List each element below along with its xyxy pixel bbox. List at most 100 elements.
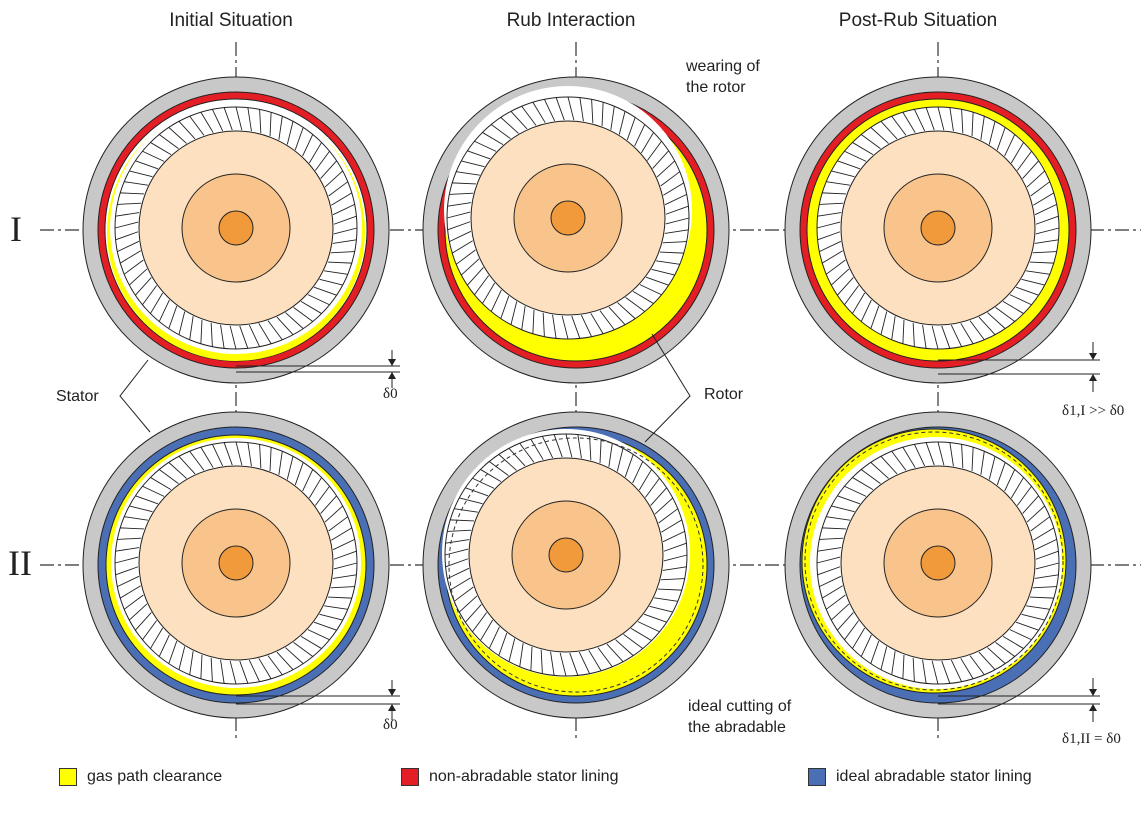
blade: [168, 305, 178, 329]
blade: [258, 658, 272, 680]
blade: [950, 659, 963, 682]
blade: [626, 117, 636, 141]
blade: [819, 240, 842, 253]
blade: [220, 324, 225, 349]
blade: [1004, 134, 1016, 157]
blade: [313, 286, 337, 296]
blade: [482, 132, 504, 146]
blade: [589, 436, 592, 461]
blade: [880, 311, 888, 335]
blade: [658, 508, 679, 524]
blade: [902, 319, 905, 344]
blade: [816, 221, 841, 229]
blade: [599, 439, 602, 464]
blade: [661, 519, 683, 533]
blade: [114, 556, 139, 564]
blade: [452, 182, 477, 185]
blade: [150, 142, 172, 156]
blade: [634, 124, 646, 147]
blade: [931, 325, 939, 350]
blade: [521, 105, 537, 126]
blade: [459, 497, 483, 505]
blade: [302, 134, 314, 157]
blade: [662, 241, 687, 244]
dimension-arrow: [388, 372, 396, 379]
blade: [665, 205, 689, 215]
blade: [588, 650, 602, 672]
blade: [663, 554, 688, 562]
blade: [656, 260, 680, 265]
blade: [508, 638, 516, 662]
blade: [852, 292, 866, 314]
blade: [837, 160, 861, 170]
blade: [937, 441, 945, 466]
blade: [447, 567, 470, 580]
blade: [286, 456, 294, 480]
blade: [996, 462, 1006, 486]
blade: [332, 239, 357, 244]
blade: [235, 441, 243, 466]
blade: [1015, 286, 1039, 296]
blade: [662, 566, 687, 571]
blade: [333, 215, 357, 225]
blade: [561, 315, 569, 340]
blade: [330, 586, 355, 589]
blade: [286, 121, 294, 145]
blade: [996, 127, 1006, 151]
blade: [891, 316, 896, 340]
blade: [649, 605, 673, 613]
annotation-rotor: Rotor: [704, 386, 744, 403]
blade: [569, 652, 579, 676]
blade: [445, 558, 469, 568]
blade: [1030, 516, 1051, 532]
blade: [941, 325, 951, 349]
blade: [307, 629, 330, 641]
blade: [247, 107, 252, 132]
blade: [980, 451, 985, 475]
blade: [120, 192, 145, 195]
blade: [467, 150, 491, 160]
blade: [324, 170, 344, 188]
blade: [258, 323, 272, 345]
blade: [247, 442, 252, 467]
blade: [665, 217, 690, 225]
blade: [1032, 586, 1057, 589]
blade: [852, 627, 866, 649]
blade: [831, 170, 855, 178]
blade: [1034, 574, 1059, 579]
blade: [129, 170, 153, 178]
blade: [567, 96, 575, 121]
blade: [269, 112, 272, 137]
blade: [837, 612, 854, 631]
blade: [1026, 505, 1046, 523]
blade: [659, 251, 684, 254]
blade: [300, 300, 322, 314]
blade: [490, 289, 502, 312]
dimension-arrow: [1089, 374, 1097, 381]
blade: [300, 635, 322, 649]
blade: [960, 323, 974, 345]
blade: [880, 455, 898, 475]
blade: [969, 320, 985, 341]
blade: [115, 547, 140, 552]
blade: [328, 516, 349, 532]
blade: [931, 660, 939, 685]
blade: [189, 115, 205, 136]
blade: [652, 150, 669, 169]
blade: [330, 251, 355, 254]
blade: [313, 621, 337, 631]
blade: [978, 316, 996, 336]
blade: [577, 434, 582, 459]
blade: [662, 530, 685, 543]
rotor-r1c3: [816, 106, 1060, 350]
blade: [831, 505, 855, 513]
blade: [447, 221, 471, 231]
blade: [988, 456, 996, 480]
blade: [168, 127, 187, 144]
blade: [189, 651, 194, 675]
blade: [837, 495, 861, 505]
blade: [474, 140, 497, 152]
blade: [150, 477, 172, 491]
rotor-r2c3: [816, 441, 1060, 685]
delta-one-row-two: δ1,II = δ0: [1062, 731, 1121, 747]
